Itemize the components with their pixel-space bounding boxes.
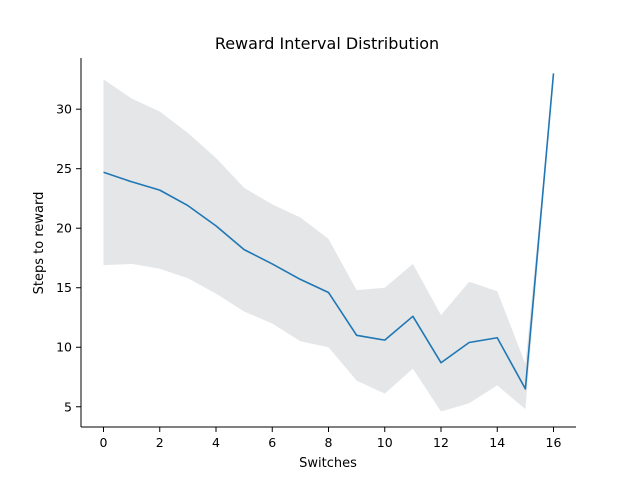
x-tick-label: 4 [212, 435, 220, 450]
series-line-0 [103, 73, 555, 390]
y-tick-label: 10 [56, 340, 72, 355]
x-tick-label: 2 [156, 435, 164, 450]
x-tick-label: 0 [100, 435, 108, 450]
plot-area [103, 72, 555, 412]
data-point-10 [384, 339, 386, 341]
data-point-15 [524, 388, 526, 390]
data-point-6 [271, 263, 273, 265]
chart-title: Reward Interval Distribution [215, 34, 439, 53]
data-point-11 [412, 315, 414, 317]
y-tick-label: 5 [64, 399, 72, 414]
y-tick-label: 15 [56, 280, 72, 295]
x-axis-ticks: 0 2 4 6 8 10 12 14 16 [100, 427, 562, 450]
data-point-4 [215, 225, 217, 227]
x-tick-label: 6 [268, 435, 276, 450]
y-axis-ticks: 5 10 15 20 25 30 [56, 102, 81, 414]
data-point-3 [187, 205, 189, 207]
data-point-1 [131, 181, 133, 183]
data-point-16 [553, 72, 555, 74]
data-point-2 [159, 189, 161, 191]
data-point-12 [440, 362, 442, 364]
x-tick-label: 12 [433, 435, 449, 450]
data-point-9 [356, 334, 358, 336]
x-tick-label: 8 [325, 435, 333, 450]
y-axis-label: Steps to reward [32, 192, 47, 295]
confidence-band-0 [103, 73, 554, 412]
x-tick-label: 16 [546, 435, 562, 450]
x-tick-label: 14 [489, 435, 505, 450]
y-tick-label: 20 [56, 221, 72, 236]
data-point-8 [328, 291, 330, 293]
data-point-14 [496, 337, 498, 339]
data-point-0 [103, 171, 105, 173]
data-point-7 [299, 278, 301, 280]
y-tick-label: 25 [56, 161, 72, 176]
x-tick-label: 10 [377, 435, 393, 450]
x-axis-label: Switches [299, 456, 357, 471]
data-point-5 [243, 249, 245, 251]
data-point-13 [468, 341, 470, 343]
y-tick-label: 30 [56, 102, 72, 117]
